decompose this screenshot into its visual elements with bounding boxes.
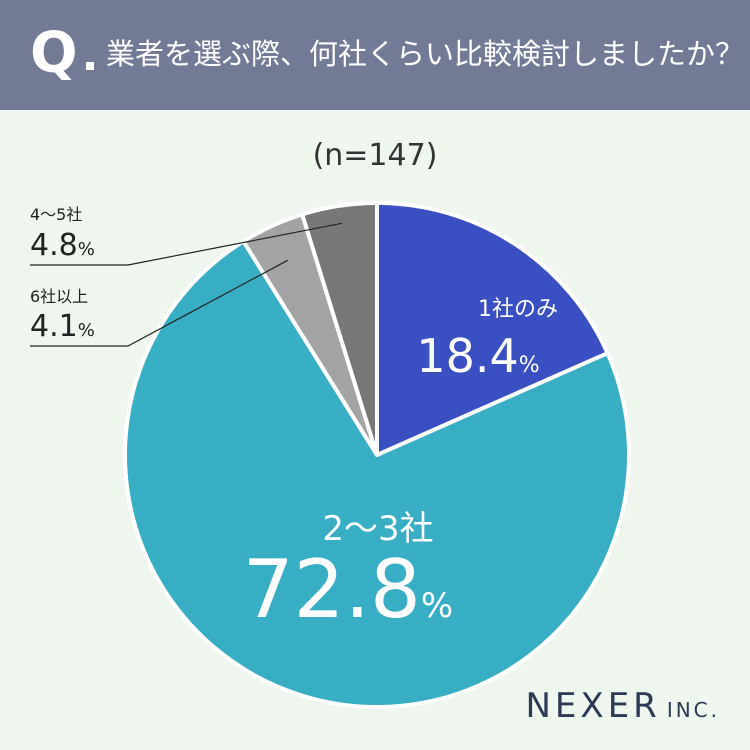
brand-suffix: INC.: [666, 698, 720, 722]
leader-line-3: [30, 222, 342, 266]
slice-label-3: 4〜5社: [30, 205, 82, 224]
pie-slice-0: [375, 201, 610, 457]
q-dot: [86, 62, 94, 70]
question-header: Q 業者を選ぶ際、何社くらい比較検討しましたか？: [0, 0, 750, 110]
pie-slice-3: [300, 201, 379, 457]
slice-label-2: 6社以上: [30, 287, 88, 306]
q-mark: Q: [30, 21, 78, 86]
brand-logo: NEXER INC.: [525, 686, 720, 726]
slice-label-0: 1社のみ: [478, 297, 558, 322]
question-text: 業者を選ぶ際、何社くらい比較検討しましたか？: [106, 37, 745, 71]
slice-value-1: 72.8%: [243, 543, 453, 636]
sample-size: (n=147): [312, 138, 438, 173]
leader-line-2: [30, 259, 288, 347]
brand-name: NEXER: [525, 686, 661, 726]
slice-label-1: 2〜3社: [322, 509, 433, 549]
slice-value-3: 4.8%: [30, 228, 95, 263]
slice-value-0: 18.4%: [416, 329, 539, 383]
slice-value-2: 4.1%: [30, 309, 95, 344]
pie-slice-1: [123, 239, 631, 709]
